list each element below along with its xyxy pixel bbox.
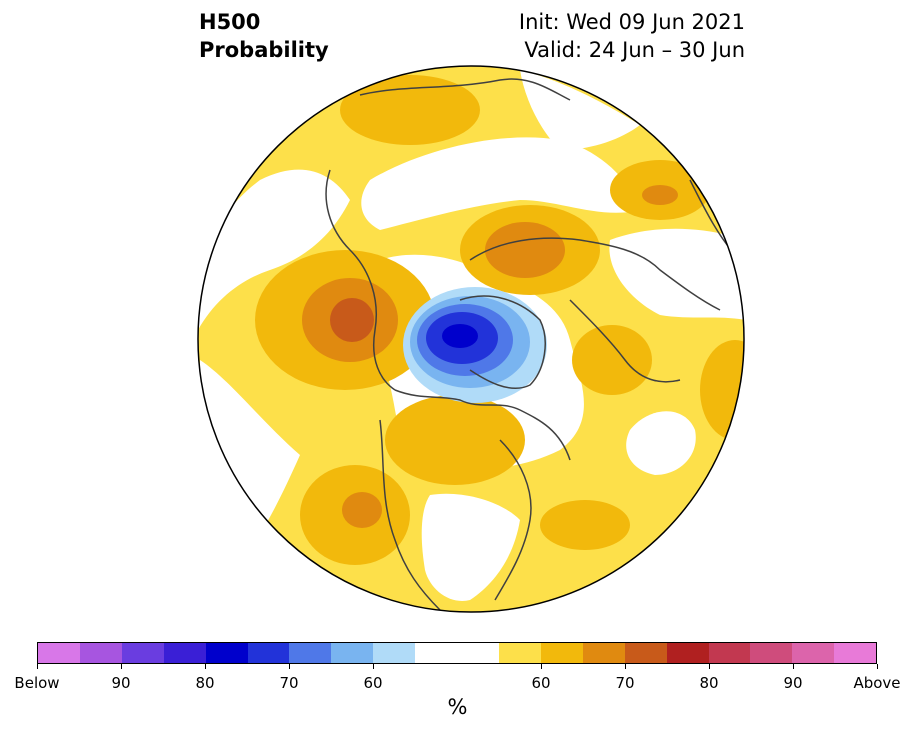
blue-contour-deep bbox=[442, 324, 478, 348]
colorbar-tick bbox=[708, 664, 710, 669]
colorbar-segment bbox=[582, 643, 625, 663]
colorbar-segment bbox=[834, 643, 877, 663]
white-region-europe bbox=[609, 228, 744, 320]
colorbar-tick bbox=[288, 664, 290, 669]
colorbar-tick bbox=[204, 664, 206, 669]
colorbar-segment bbox=[373, 643, 416, 663]
gold-region-scandinavia bbox=[572, 325, 652, 395]
coast-canada bbox=[394, 389, 571, 461]
colorbar-tick bbox=[792, 664, 794, 669]
colorbar-segment bbox=[289, 643, 332, 663]
gold-region-atlantic bbox=[540, 500, 630, 550]
coast-west-us bbox=[379, 419, 441, 611]
gold-region-canada bbox=[385, 395, 525, 485]
colorbar-segment bbox=[708, 643, 751, 663]
title-line1: H500 bbox=[199, 10, 261, 34]
orange-region-ne bbox=[642, 185, 678, 205]
white-region-us bbox=[421, 493, 520, 601]
colorbar-segment bbox=[457, 643, 499, 663]
colorbar-label: 70 bbox=[279, 674, 299, 692]
white-region-siberia bbox=[361, 137, 640, 230]
globe-outline bbox=[197, 65, 745, 613]
gold-region-east bbox=[700, 340, 744, 440]
coast-russia bbox=[469, 237, 721, 311]
colorbar-label: Above bbox=[853, 674, 901, 692]
colorbar-tick bbox=[36, 664, 38, 669]
colorbar-segment bbox=[415, 643, 458, 663]
colorbar-segment bbox=[331, 643, 374, 663]
colorbar-units: % bbox=[447, 695, 468, 719]
colorbar-tick bbox=[120, 664, 122, 669]
colorbar bbox=[37, 642, 877, 664]
coast-siberia-east bbox=[359, 78, 571, 101]
colorbar-label: 70 bbox=[615, 674, 635, 692]
colorbar-label: 90 bbox=[783, 674, 803, 692]
colorbar-label: 60 bbox=[531, 674, 551, 692]
colorbar-segment bbox=[247, 643, 290, 663]
colorbar-label: 80 bbox=[195, 674, 215, 692]
coast-east-us bbox=[494, 439, 532, 601]
colorbar-segment bbox=[498, 643, 541, 663]
init-date: Init: Wed 09 Jun 2021 bbox=[518, 10, 745, 34]
colorbar-tick bbox=[372, 664, 374, 669]
colorbar-tick bbox=[876, 664, 878, 669]
colorbar-segment bbox=[540, 643, 583, 663]
colorbar-segment bbox=[163, 643, 206, 663]
colorbar-segment bbox=[205, 643, 248, 663]
colorbar-segment bbox=[624, 643, 667, 663]
colorbar-label: 80 bbox=[699, 674, 719, 692]
title-line2: Probability bbox=[199, 38, 329, 62]
colorbar-segment bbox=[121, 643, 164, 663]
dark-orange-region-alaska bbox=[330, 298, 374, 342]
colorbar-segment bbox=[38, 643, 80, 663]
chart-title: H500 Probability bbox=[199, 8, 329, 64]
polar-map-svg bbox=[197, 65, 745, 613]
colorbar-label: 60 bbox=[363, 674, 383, 692]
colorbar-segment bbox=[792, 643, 835, 663]
orange-region-west-us bbox=[342, 492, 382, 528]
orange-region-siberia bbox=[485, 222, 565, 278]
colorbar-segment bbox=[79, 643, 122, 663]
colorbar-segment bbox=[666, 643, 709, 663]
coast-alaska bbox=[325, 169, 396, 391]
colorbar-segment bbox=[750, 643, 793, 663]
forecast-dates: Init: Wed 09 Jun 2021 Valid: 24 Jun – 30… bbox=[519, 8, 745, 64]
colorbar-tick bbox=[540, 664, 542, 669]
probability-contours bbox=[198, 66, 744, 612]
polar-map bbox=[197, 65, 745, 613]
colorbar-label: 90 bbox=[111, 674, 131, 692]
coast-greenland bbox=[459, 295, 546, 390]
valid-range: Valid: 24 Jun – 30 Jun bbox=[524, 38, 745, 62]
colorbar-label: Below bbox=[14, 674, 60, 692]
white-region-africa bbox=[626, 411, 696, 475]
colorbar-tick bbox=[624, 664, 626, 669]
white-region-west bbox=[198, 169, 350, 330]
coast-scandinavia bbox=[569, 299, 681, 383]
